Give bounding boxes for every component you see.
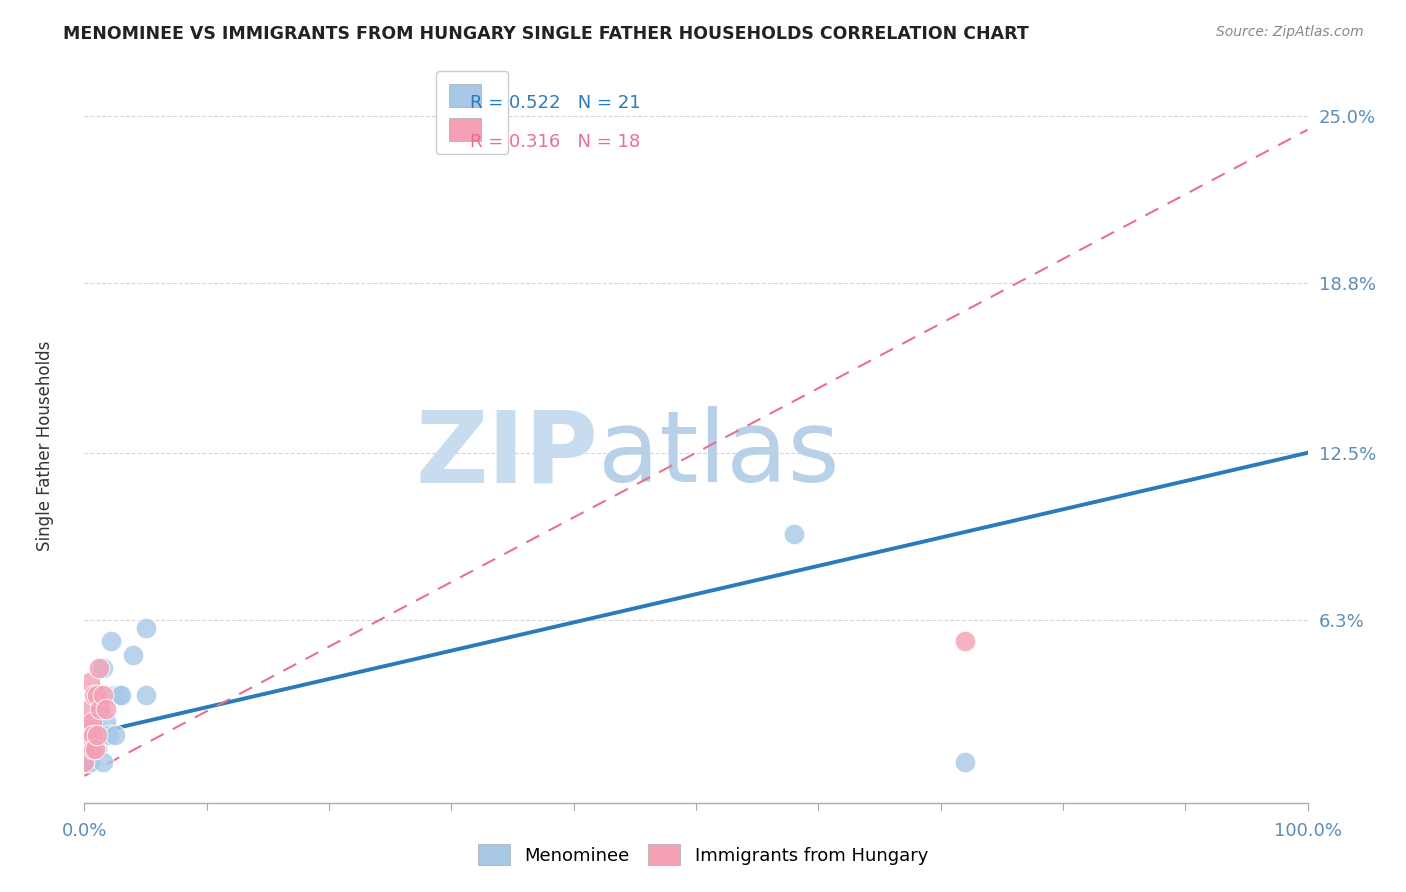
Point xyxy=(86,742,108,756)
Text: Source: ZipAtlas.com: Source: ZipAtlas.com xyxy=(1216,25,1364,39)
Point xyxy=(104,688,127,702)
Text: MENOMINEE VS IMMIGRANTS FROM HUNGARY SINGLE FATHER HOUSEHOLDS CORRELATION CHART: MENOMINEE VS IMMIGRANTS FROM HUNGARY SIN… xyxy=(63,25,1029,43)
Text: atlas: atlas xyxy=(598,407,839,503)
Point xyxy=(135,688,157,702)
Point xyxy=(79,674,101,689)
Point xyxy=(89,729,111,743)
Legend: , : , xyxy=(436,71,508,154)
Point xyxy=(100,634,122,648)
Point xyxy=(83,688,105,702)
Point xyxy=(104,729,127,743)
Point xyxy=(110,688,132,702)
Point xyxy=(135,621,157,635)
Point xyxy=(84,742,107,756)
Point xyxy=(89,701,111,715)
Point xyxy=(86,729,108,743)
Legend: Menominee, Immigrants from Hungary: Menominee, Immigrants from Hungary xyxy=(468,835,938,874)
Point xyxy=(73,756,96,770)
Point xyxy=(79,756,101,770)
Text: ZIP: ZIP xyxy=(415,407,598,503)
Point xyxy=(86,688,108,702)
Point xyxy=(122,648,145,662)
Point xyxy=(77,756,100,770)
Point xyxy=(77,714,100,729)
Point xyxy=(107,688,129,702)
Point xyxy=(82,729,104,743)
Point xyxy=(77,701,100,715)
Point xyxy=(91,661,114,675)
Point xyxy=(80,714,103,729)
Point xyxy=(76,729,98,743)
Text: R = 0.316   N = 18: R = 0.316 N = 18 xyxy=(470,133,640,151)
Point xyxy=(83,714,105,729)
Point xyxy=(87,701,110,715)
Point xyxy=(73,729,96,743)
Point xyxy=(91,688,114,702)
Point xyxy=(96,714,118,729)
Point xyxy=(91,756,114,770)
Text: Single Father Households: Single Father Households xyxy=(37,341,53,551)
Point xyxy=(87,661,110,675)
Point xyxy=(783,526,806,541)
Point xyxy=(73,742,96,756)
Point xyxy=(97,729,120,743)
Text: R = 0.522   N = 21: R = 0.522 N = 21 xyxy=(470,94,640,112)
Point xyxy=(953,756,976,770)
Point xyxy=(953,634,976,648)
Point xyxy=(96,701,118,715)
Point xyxy=(82,742,104,756)
